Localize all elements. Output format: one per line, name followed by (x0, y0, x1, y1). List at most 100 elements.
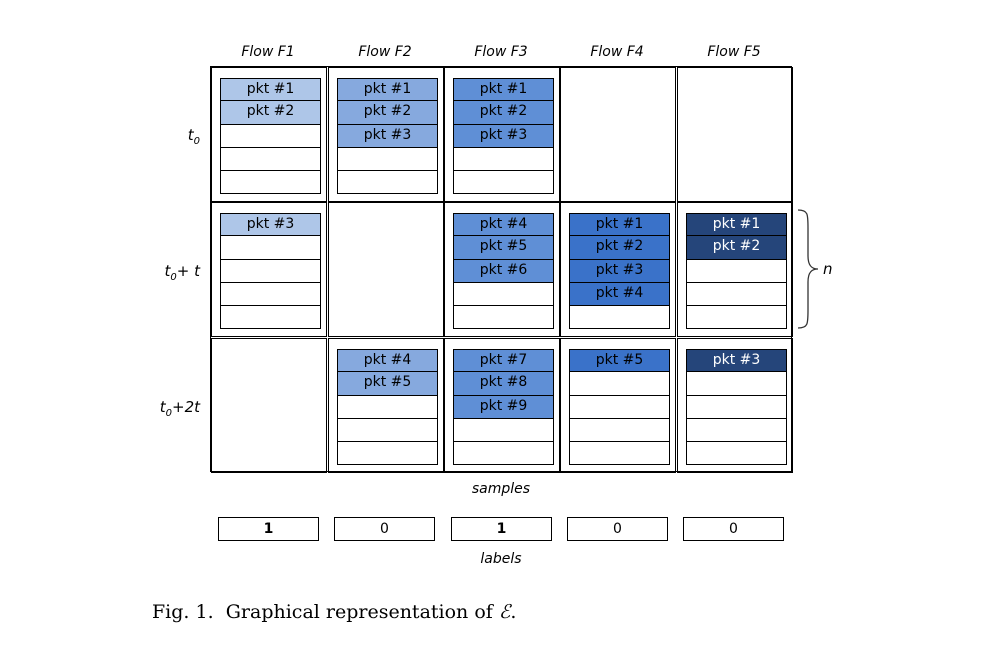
cell-row1-flow4 (560, 67, 677, 203)
empty-slot (220, 282, 321, 307)
empty-slot (569, 306, 670, 330)
flow-header-1: Flow F1 (241, 44, 295, 60)
empty-slot (220, 124, 321, 148)
empty-slot (686, 259, 787, 283)
empty-slot (686, 306, 787, 330)
packet-slot: pkt #4 (453, 213, 554, 237)
cell-row2-flow4: pkt #1 pkt #2 pkt #3 pkt #4 (560, 202, 677, 338)
empty-slot (686, 418, 787, 443)
empty-slot (220, 306, 321, 330)
cell-row2-flow2 (328, 202, 445, 338)
cell-row3-flow3: pkt #7 pkt #8 pkt #9 (444, 338, 561, 474)
brace-label: n (823, 260, 833, 278)
figure-caption-prefix: Fig. 1. (152, 601, 214, 623)
empty-slot (686, 442, 787, 466)
empty-slot (569, 418, 670, 443)
empty-slot (220, 171, 321, 195)
cell-row1-flow1: pkt #1 pkt #2 (211, 67, 328, 203)
row-label-suffix: + t (176, 262, 200, 280)
figure-caption-symbol: ℰ (498, 601, 511, 623)
flow-header-3: Flow F3 (474, 44, 528, 60)
row-label-sub: 0 (165, 408, 172, 419)
row-label-base: t (159, 398, 166, 416)
packet-slot: pkt #3 (220, 213, 321, 237)
packet-slot: pkt #3 (686, 349, 787, 373)
flow-header-2: Flow F2 (358, 44, 412, 60)
label-box-2: 0 (334, 517, 435, 541)
empty-slot (453, 306, 554, 330)
empty-slot (569, 372, 670, 396)
empty-slot (337, 147, 438, 172)
cell-row2-flow1: pkt #3 (211, 202, 328, 338)
packet-slot: pkt #3 (569, 259, 670, 283)
row-label-3: t0+2t (140, 398, 200, 419)
empty-slot (337, 442, 438, 466)
cell-row1-flow2: pkt #1 pkt #2 pkt #3 (328, 67, 445, 203)
flow-header-5: Flow F5 (707, 44, 761, 60)
label-box-3: 1 (451, 517, 552, 541)
empty-slot (686, 395, 787, 419)
packet-slot: pkt #2 (686, 236, 787, 260)
packet-slot: pkt #7 (453, 349, 554, 373)
cell-row1-flow3: pkt #1 pkt #2 pkt #3 (444, 67, 561, 203)
row-label-base: t (187, 126, 194, 144)
packet-slot: pkt #1 (337, 78, 438, 102)
empty-slot (220, 147, 321, 172)
empty-slot (453, 147, 554, 172)
samples-label: samples (471, 481, 531, 497)
row-label-suffix: +2t (172, 398, 200, 416)
empty-slot (569, 395, 670, 419)
packet-slot: pkt #5 (569, 349, 670, 373)
packet-slot: pkt #2 (453, 101, 554, 125)
packet-slot: pkt #2 (220, 101, 321, 125)
figure-caption: Fig. 1. Graphical representation of ℰ. (152, 601, 516, 623)
row-label-sub: 0 (193, 136, 200, 147)
packet-slot: pkt #4 (337, 349, 438, 373)
empty-slot (453, 171, 554, 195)
figure-caption-text: Graphical representation of (225, 601, 493, 623)
empty-slot (686, 372, 787, 396)
empty-slot (569, 442, 670, 466)
empty-slot (337, 418, 438, 443)
cell-row3-flow5: pkt #3 (677, 338, 794, 474)
label-box-4: 0 (567, 517, 668, 541)
empty-slot (453, 418, 554, 443)
empty-slot (220, 259, 321, 283)
packet-slot: pkt #1 (453, 78, 554, 102)
cell-row2-flow5: pkt #1 pkt #2 (677, 202, 794, 338)
packet-slot: pkt #8 (453, 372, 554, 396)
row-label-base: t (164, 262, 171, 280)
flow-header-4: Flow F4 (590, 44, 644, 60)
packet-slot: pkt #1 (569, 213, 670, 237)
cell-row3-flow4: pkt #5 (560, 338, 677, 474)
empty-slot (220, 236, 321, 260)
sample-grid: pkt #1 pkt #2 pkt #1 pkt #2 pkt #3 pkt #1 pkt … (210, 66, 794, 474)
cell-row3-flow1 (211, 338, 328, 474)
packet-slot: pkt #2 (569, 236, 670, 260)
packet-slot: pkt #2 (337, 101, 438, 125)
packet-slot: pkt #1 (220, 78, 321, 102)
cell-row3-flow2: pkt #4 pkt #5 (328, 338, 445, 474)
empty-slot (337, 171, 438, 195)
row-label-2: t0+ t (140, 262, 200, 283)
labels-caption: labels (480, 551, 522, 567)
packet-slot: pkt #5 (453, 236, 554, 260)
packet-slot: pkt #9 (453, 395, 554, 419)
label-box-1: 1 (218, 517, 319, 541)
packet-slot: pkt #1 (686, 213, 787, 237)
packet-slot: pkt #6 (453, 259, 554, 283)
cell-row2-flow3: pkt #4 pkt #5 pkt #6 (444, 202, 561, 338)
row-label-sub: 0 (170, 272, 177, 283)
brace-icon (797, 209, 819, 329)
cell-row1-flow5 (677, 67, 794, 203)
empty-slot (686, 282, 787, 307)
empty-slot (453, 282, 554, 307)
figure-caption-end: . (510, 601, 517, 623)
row-label-1: t0 (140, 126, 200, 147)
empty-slot (453, 442, 554, 466)
packet-slot: pkt #4 (569, 282, 670, 307)
empty-slot (337, 395, 438, 419)
packet-slot: pkt #5 (337, 372, 438, 396)
packet-slot: pkt #3 (453, 124, 554, 148)
label-box-5: 0 (683, 517, 784, 541)
